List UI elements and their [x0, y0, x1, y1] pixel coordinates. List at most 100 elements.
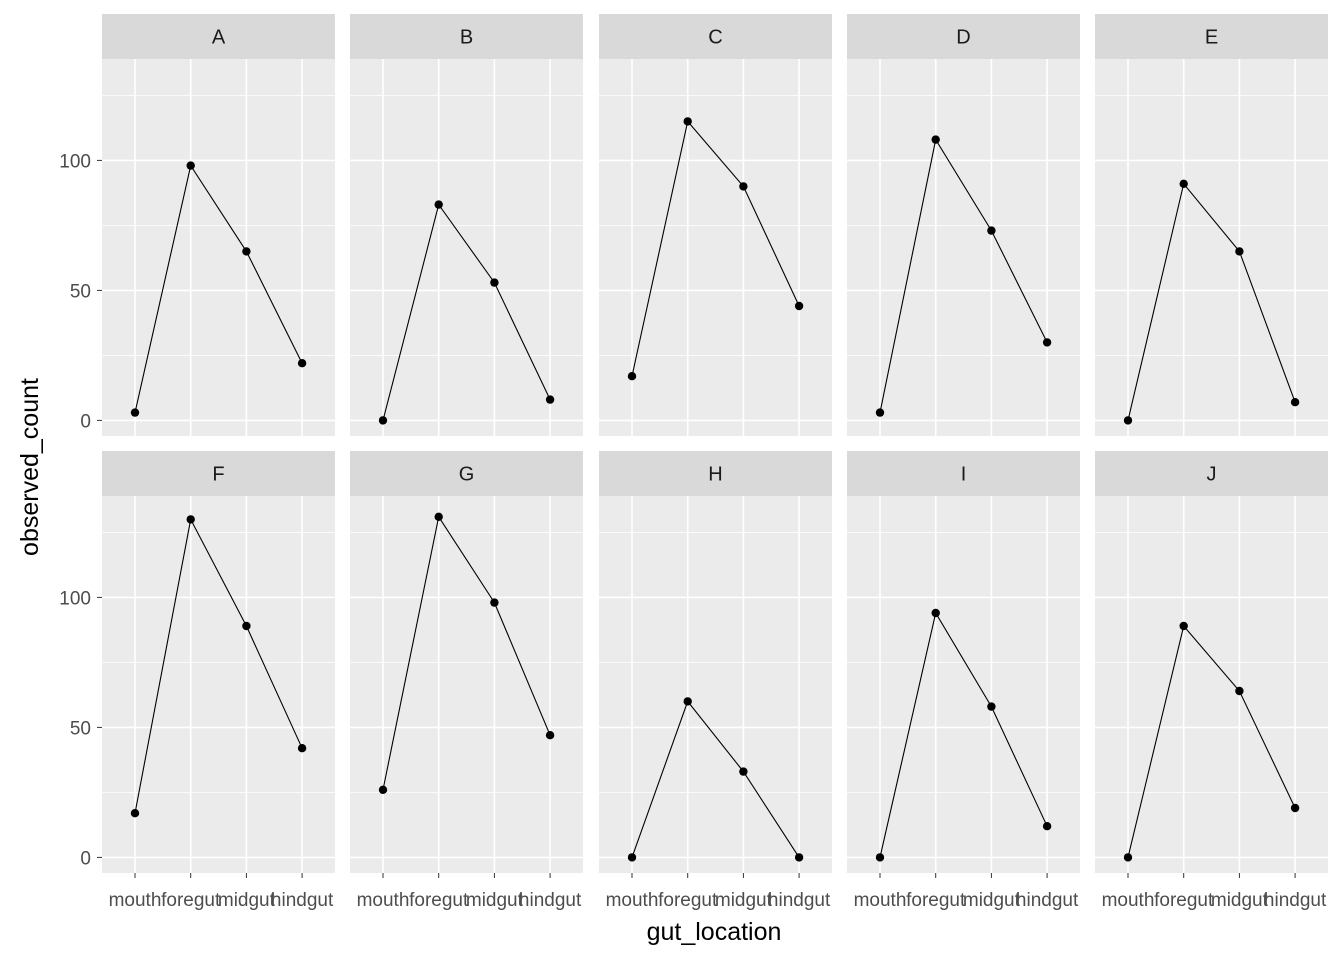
facet-strip	[102, 14, 335, 59]
data-point	[739, 182, 748, 191]
facet-strip	[1095, 451, 1328, 496]
data-point	[434, 512, 443, 521]
y-tick-label: 0	[80, 848, 91, 869]
data-point	[490, 278, 499, 287]
facet-strip	[1095, 14, 1328, 59]
facet-panels: A B C D E F G H I J	[102, 14, 1328, 873]
y-axes: 0 50 100 0 50 100	[59, 151, 102, 869]
facet-strip-label: A	[212, 27, 226, 49]
facet-strip-label: C	[708, 27, 722, 49]
x-tick-label: foregut	[161, 890, 221, 911]
x-tick-label: midgut	[466, 890, 524, 911]
facet-strip	[350, 451, 583, 496]
x-tick-label: hindgut	[1264, 890, 1327, 911]
data-point	[242, 247, 251, 256]
data-point	[931, 135, 940, 144]
facet-panel-H: H	[599, 451, 832, 873]
x-tick-label: foregut	[409, 890, 469, 911]
data-point	[1235, 686, 1244, 696]
x-tick-label: midgut	[715, 890, 773, 911]
x-tick-label: midgut	[963, 890, 1021, 911]
panel-background	[350, 496, 583, 873]
facet-panel-G: G	[350, 451, 583, 873]
panel-background	[102, 496, 335, 873]
data-point	[297, 744, 307, 753]
data-point	[1123, 416, 1133, 425]
facet-panel-C: C	[599, 14, 832, 436]
facet-panel-F: F	[102, 451, 335, 873]
data-point	[987, 702, 996, 711]
x-tick-label: midgut	[218, 890, 276, 911]
data-point	[794, 301, 804, 311]
data-point	[130, 809, 140, 818]
data-point	[875, 408, 885, 417]
series-line-B	[382, 203, 551, 421]
data-point	[130, 408, 140, 417]
y-tick-label: 100	[59, 588, 91, 609]
data-point	[186, 515, 195, 524]
facet-strip	[350, 14, 583, 59]
series-line-H	[631, 700, 800, 858]
x-tick-label: mouth	[854, 890, 907, 911]
data-point	[1042, 822, 1052, 831]
data-point	[490, 598, 499, 607]
series-line-I	[879, 611, 1048, 858]
facet-panel-B: B	[350, 14, 583, 436]
x-tick-label: foregut	[1154, 890, 1214, 911]
panel-background	[350, 59, 583, 436]
panel-background	[1095, 496, 1328, 873]
data-point	[378, 785, 388, 794]
panel-background	[599, 59, 832, 436]
data-point	[627, 853, 637, 862]
series-line-C	[631, 120, 800, 377]
facet-panel-D: D	[847, 14, 1080, 436]
data-point	[186, 161, 195, 170]
panel-background	[1095, 59, 1328, 436]
data-point	[1179, 621, 1188, 631]
data-point	[683, 117, 692, 126]
facet-panel-I: I	[847, 451, 1080, 873]
facet-panel-J: J	[1095, 451, 1328, 873]
data-point	[683, 697, 692, 706]
data-point	[875, 853, 885, 862]
facet-strip	[847, 14, 1080, 59]
data-point	[794, 853, 804, 862]
x-tick-label: mouth	[606, 890, 659, 911]
series-line-G	[382, 515, 551, 790]
data-point	[987, 226, 996, 235]
x-tick-label: foregut	[906, 890, 966, 911]
facet-panel-E: E	[1095, 14, 1328, 436]
series-line-E	[1127, 182, 1296, 421]
y-tick-label: 50	[70, 281, 91, 302]
data-point	[1290, 803, 1300, 813]
series-line-D	[879, 138, 1048, 413]
data-point	[1179, 179, 1188, 188]
data-point	[545, 731, 555, 740]
facet-strip-label: H	[708, 464, 722, 486]
facet-strip-label: I	[961, 464, 967, 486]
x-tick-label: hindgut	[271, 890, 334, 911]
y-tick-label: 50	[70, 718, 91, 739]
series-line-A	[134, 164, 303, 413]
panel-background	[599, 496, 832, 873]
facet-strip-label: E	[1205, 27, 1218, 49]
series-line-F	[134, 517, 303, 814]
data-point	[931, 608, 940, 618]
x-tick-label: foregut	[658, 890, 718, 911]
data-point	[739, 767, 748, 776]
x-tick-label: hindgut	[1016, 890, 1079, 911]
facet-strip-label: F	[212, 464, 224, 486]
panel-background	[847, 496, 1080, 873]
data-point	[1042, 338, 1052, 347]
x-tick-label: mouth	[1102, 890, 1155, 911]
facet-strip	[102, 451, 335, 496]
data-point	[545, 395, 555, 404]
data-point	[297, 359, 307, 368]
facet-strip	[599, 14, 832, 59]
x-tick-label: mouth	[357, 890, 410, 911]
series-line-J	[1127, 624, 1296, 858]
x-tick-label: midgut	[1211, 890, 1269, 911]
facet-strip-label: B	[460, 27, 473, 49]
data-point	[242, 621, 251, 631]
